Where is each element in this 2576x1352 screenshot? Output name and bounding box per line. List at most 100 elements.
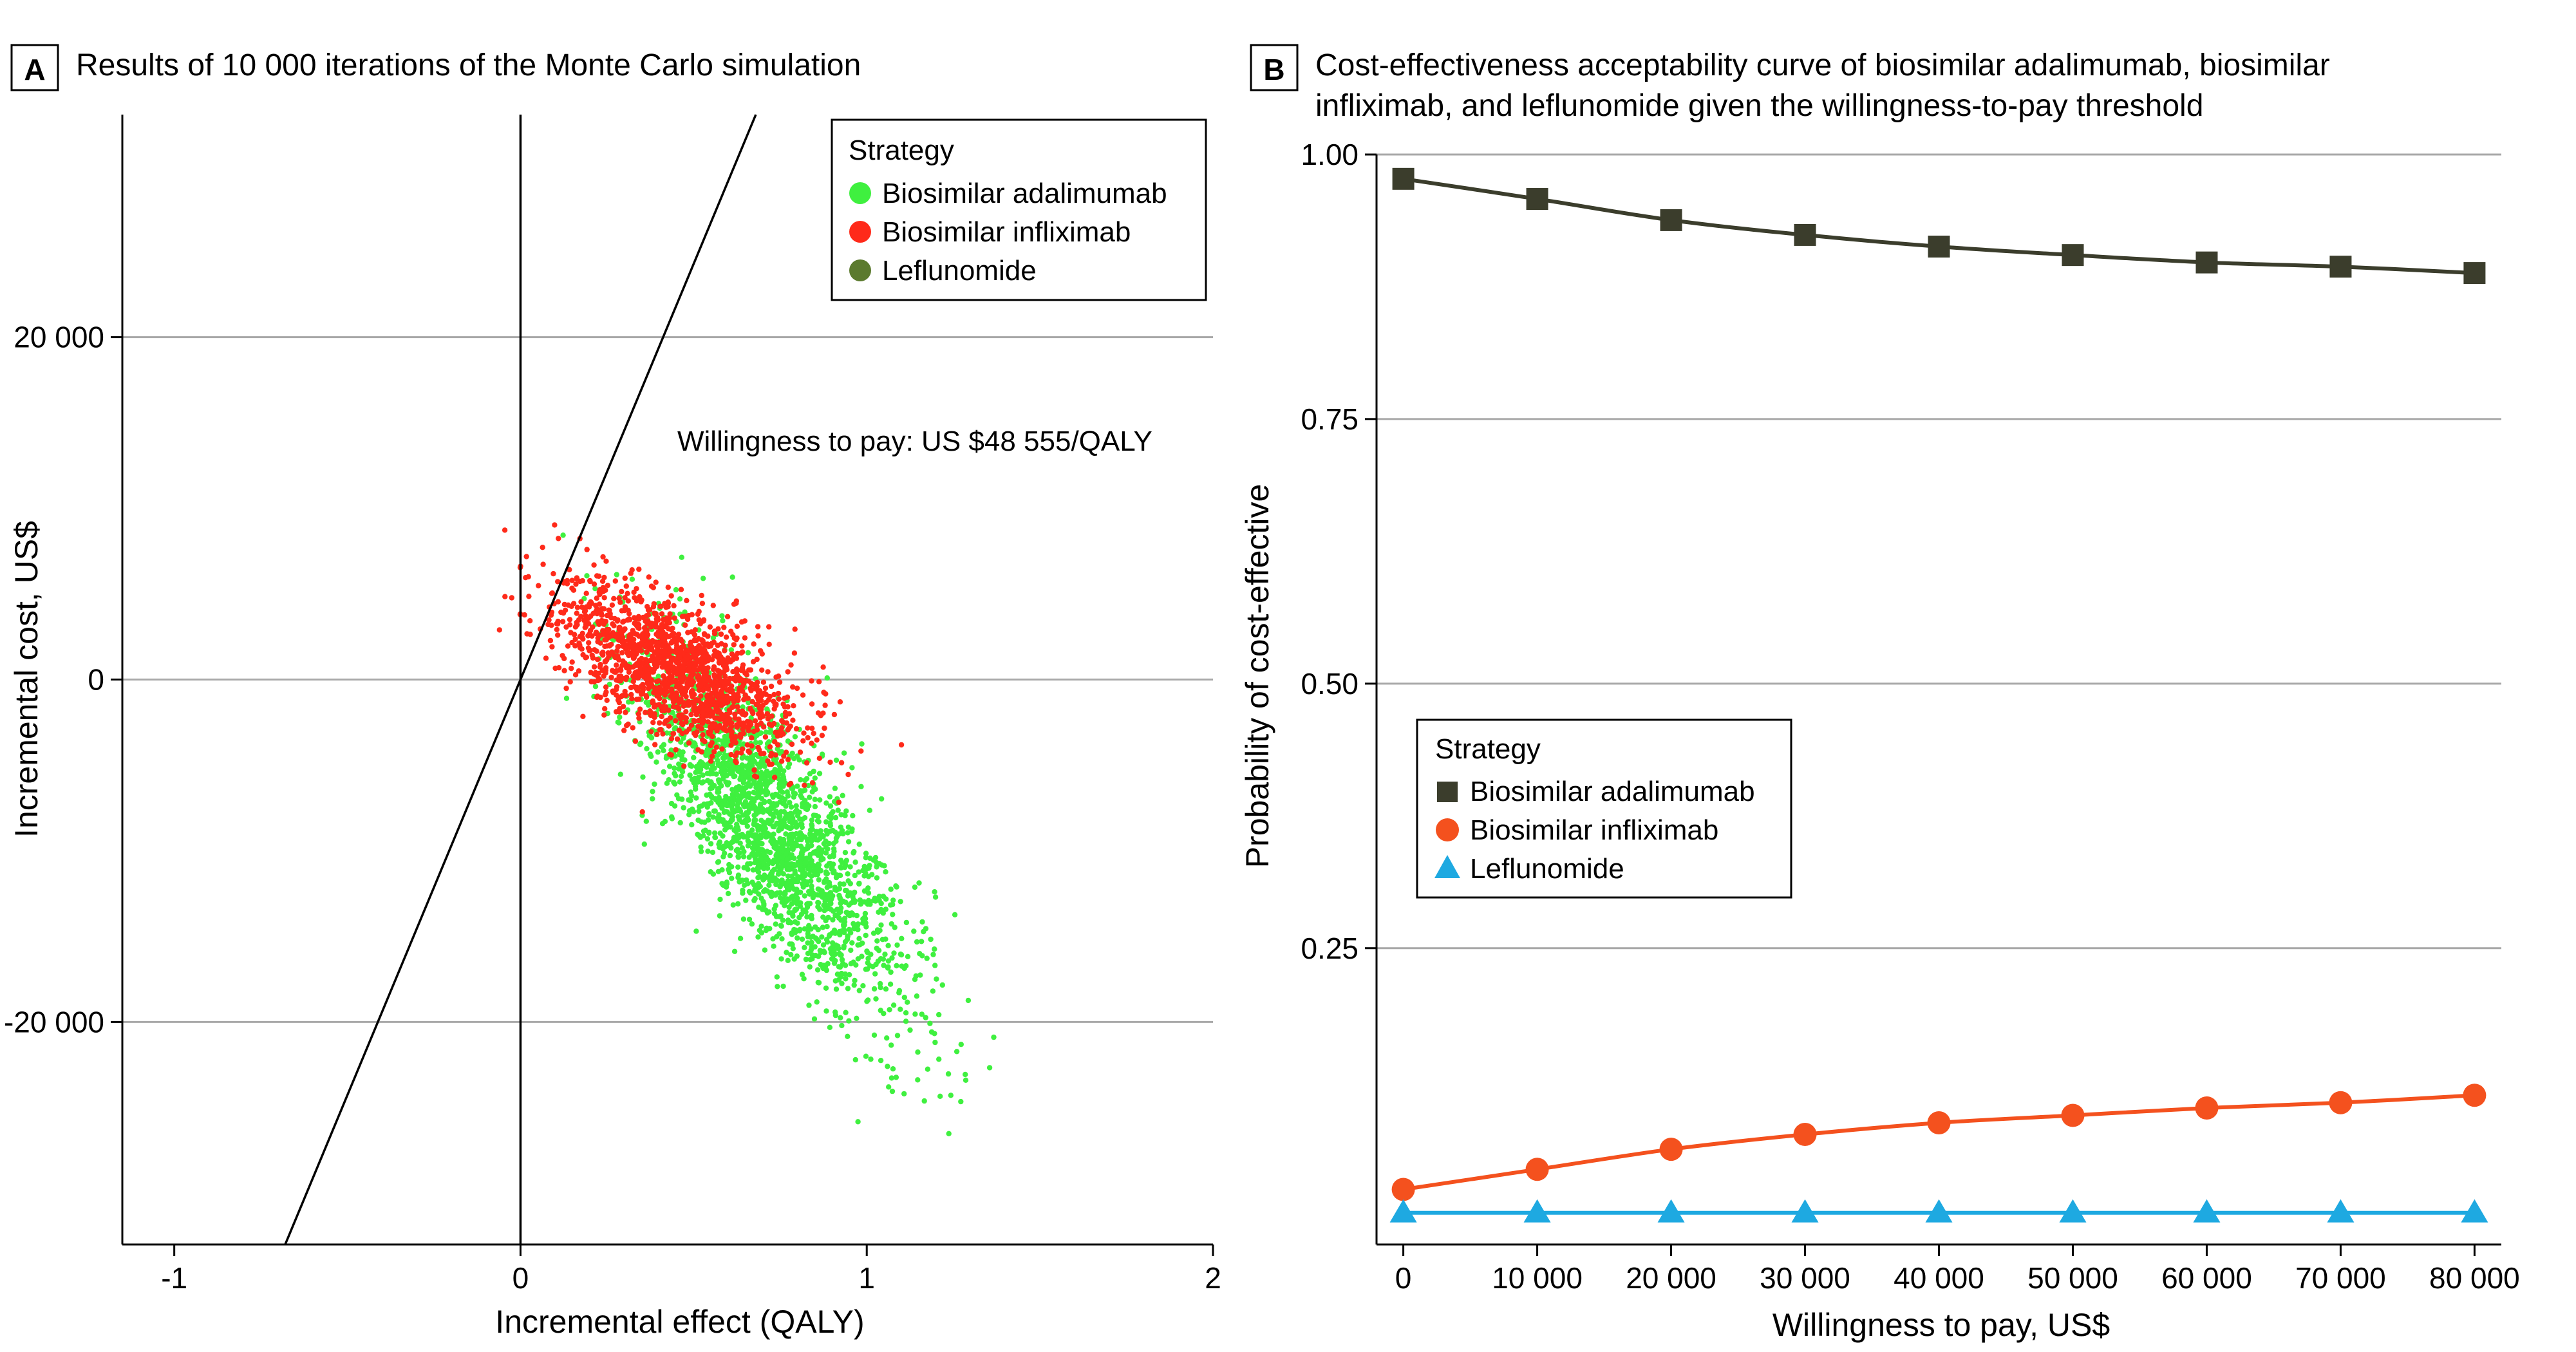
scatter-point-infliximab xyxy=(599,578,606,584)
scatter-point-infliximab xyxy=(666,681,672,686)
scatter-point-adalimumab xyxy=(860,940,865,946)
scatter-point-adalimumab xyxy=(813,952,819,959)
scatter-point-infliximab xyxy=(647,708,653,714)
scatter-point-adalimumab xyxy=(806,1002,812,1008)
scatter-point-infliximab xyxy=(771,775,778,780)
scatter-point-infliximab xyxy=(677,653,683,660)
scatter-point-adalimumab xyxy=(584,573,590,579)
scatter-point-infliximab xyxy=(713,744,720,750)
scatter-point-infliximab xyxy=(679,644,684,650)
scatter-point-adalimumab xyxy=(659,821,666,827)
panel-a-legend-title: Strategy xyxy=(849,135,954,166)
scatter-point-adalimumab xyxy=(653,759,659,765)
scatter-point-adalimumab xyxy=(870,964,876,970)
scatter-point-adalimumab xyxy=(820,966,827,972)
scatter-point-infliximab xyxy=(527,632,533,637)
scatter-point-infliximab xyxy=(731,691,737,697)
scatter-point-adalimumab xyxy=(715,800,721,805)
scatter-point-adalimumab xyxy=(819,751,825,757)
scatter-point-infliximab xyxy=(772,739,778,745)
scatter-point-adalimumab xyxy=(879,796,885,802)
scatter-point-infliximab xyxy=(757,688,763,694)
scatter-point-adalimumab xyxy=(757,802,764,808)
scatter-point-adalimumab xyxy=(698,849,704,854)
scatter-point-adalimumab xyxy=(791,790,796,796)
scatter-point-infliximab xyxy=(662,601,668,606)
scatter-point-adalimumab xyxy=(629,576,635,582)
scatter-point-adalimumab xyxy=(782,889,788,896)
scatter-point-adalimumab xyxy=(903,1010,909,1016)
scatter-point-infliximab xyxy=(625,590,630,596)
scatter-point-adalimumab xyxy=(700,779,706,785)
scatter-point-infliximab xyxy=(643,657,648,662)
scatter-point-infliximab xyxy=(682,688,688,694)
scatter-point-adalimumab xyxy=(686,808,693,814)
scatter-point-adalimumab xyxy=(708,767,714,773)
scatter-point-adalimumab xyxy=(794,887,800,892)
scatter-point-adalimumab xyxy=(827,794,833,800)
scatter-point-adalimumab xyxy=(751,789,757,796)
scatter-point-adalimumab xyxy=(798,777,804,783)
scatter-point-infliximab xyxy=(744,672,750,678)
panel-a-title: Results of 10 000 iterations of the Mont… xyxy=(76,48,861,82)
scatter-point-infliximab xyxy=(583,624,589,630)
scatter-point-adalimumab xyxy=(881,863,887,868)
scatter-point-adalimumab xyxy=(919,1011,925,1017)
scatter-point-adalimumab xyxy=(839,928,845,934)
scatter-point-adalimumab xyxy=(755,836,760,841)
scatter-point-infliximab xyxy=(679,720,684,727)
scatter-point-infliximab xyxy=(605,583,611,588)
scatter-point-adalimumab xyxy=(831,799,838,805)
scatter-point-adalimumab xyxy=(807,794,813,800)
scatter-point-adalimumab xyxy=(865,960,871,966)
scatter-point-infliximab xyxy=(760,679,767,685)
scatter-point-adalimumab xyxy=(746,916,753,923)
scatter-point-adalimumab xyxy=(780,854,785,861)
scatter-point-adalimumab xyxy=(779,899,785,905)
scatter-point-adalimumab xyxy=(728,824,733,830)
scatter-point-adalimumab xyxy=(843,976,849,982)
scatter-point-infliximab xyxy=(569,639,575,646)
scatter-point-adalimumab xyxy=(734,746,740,752)
scatter-point-adalimumab xyxy=(863,850,869,856)
scatter-point-infliximab xyxy=(604,697,610,704)
scatter-point-infliximab xyxy=(661,657,667,662)
scatter-point-adalimumab xyxy=(799,972,805,977)
scatter-point-infliximab xyxy=(650,669,656,675)
scatter-point-adalimumab xyxy=(693,928,699,934)
scatter-point-adalimumab xyxy=(939,982,946,988)
scatter-point-infliximab xyxy=(555,632,561,638)
legend-a-label-adalimumab: Biosimilar adalimumab xyxy=(882,178,1167,209)
scatter-point-infliximab xyxy=(645,612,652,618)
scatter-point-infliximab xyxy=(609,602,616,608)
scatter-point-infliximab xyxy=(606,634,612,640)
scatter-point-infliximab xyxy=(662,692,668,698)
scatter-point-adalimumab xyxy=(781,768,787,774)
scatter-point-adalimumab xyxy=(762,872,767,878)
scatter-point-adalimumab xyxy=(757,740,764,746)
scatter-point-infliximab xyxy=(634,684,640,691)
scatter-point-infliximab xyxy=(711,749,717,755)
scatter-point-adalimumab xyxy=(845,986,851,991)
scatter-point-adalimumab xyxy=(836,886,843,892)
scatter-point-adalimumab xyxy=(963,1077,969,1084)
scatter-point-adalimumab xyxy=(614,572,619,577)
scatter-point-adalimumab xyxy=(754,822,760,829)
scatter-point-infliximab xyxy=(637,706,643,712)
scatter-point-adalimumab xyxy=(852,1056,859,1063)
scatter-point-infliximab xyxy=(678,684,684,691)
scatter-point-infliximab xyxy=(628,632,634,637)
marker-infliximab xyxy=(2061,1103,2085,1127)
scatter-point-infliximab xyxy=(496,627,502,633)
scatter-point-infliximab xyxy=(661,673,666,679)
scatter-point-adalimumab xyxy=(856,841,862,847)
scatter-point-adalimumab xyxy=(742,773,749,780)
scatter-point-adalimumab xyxy=(805,783,811,789)
scatter-point-adalimumab xyxy=(839,827,845,834)
scatter-point-infliximab xyxy=(696,643,702,649)
panel-b-ticks: 0 10 000 20 000 30 000 40 000 50 000 60 000 70 … xyxy=(1301,138,2519,1295)
scatter-point-adalimumab xyxy=(830,917,836,923)
scatter-point-adalimumab xyxy=(784,789,790,795)
scatter-point-infliximab xyxy=(619,650,625,656)
panel-b-title-line-1: Cost-effectiveness acceptability curve o… xyxy=(1315,48,2330,82)
